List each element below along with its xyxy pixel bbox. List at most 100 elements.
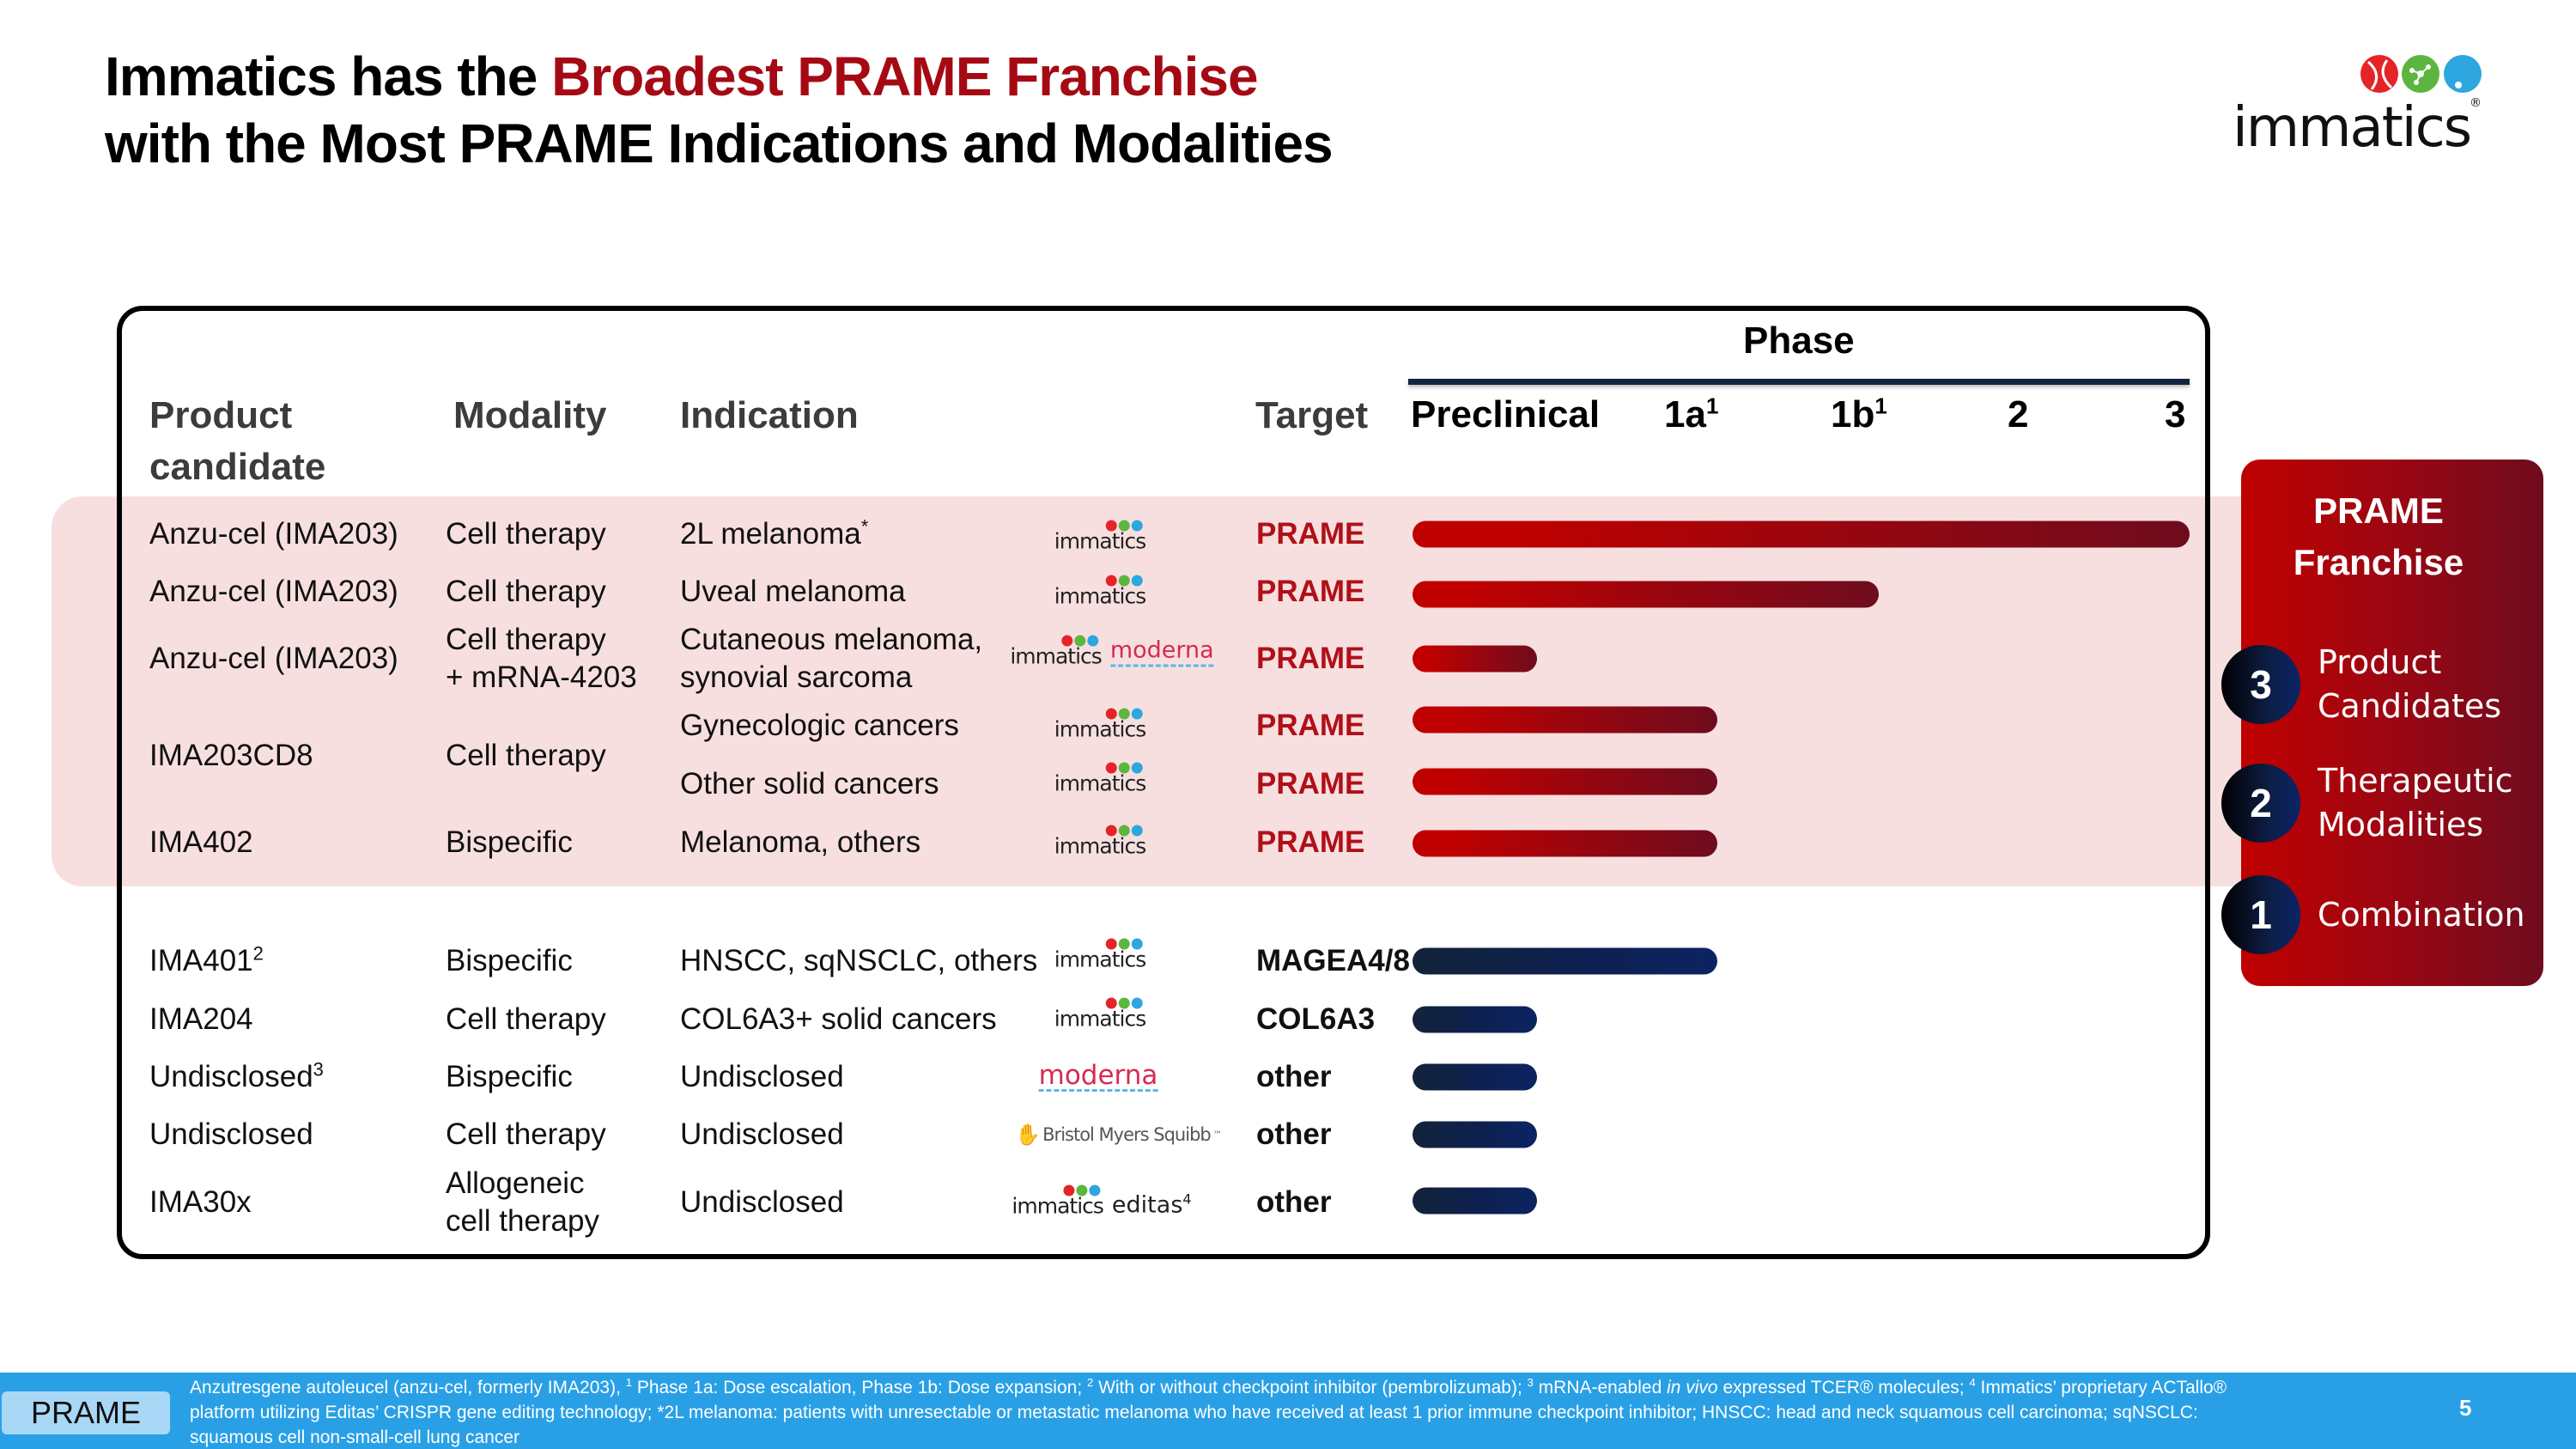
phase-bar-phase1b xyxy=(1413,581,1879,608)
row-product: Anzu-cel (IMA203) xyxy=(149,517,398,551)
footer-bar: PRAME Anzutresgene autoleucel (anzu-cel,… xyxy=(0,1373,2576,1449)
row-indication: Undisclosed xyxy=(680,1117,844,1151)
phase-bar-preclinical xyxy=(1413,1006,1537,1033)
row-target: MAGEA4/8 xyxy=(1256,944,1410,977)
partner-logo-immatics: immatics xyxy=(1054,708,1146,740)
phase-bar-phase1a xyxy=(1413,768,1717,795)
partner-logo-immatics: immatics xyxy=(1054,762,1146,795)
partner-logo-immatics: immatics xyxy=(1054,575,1146,607)
row-target: COL6A3 xyxy=(1256,1002,1376,1036)
moderna-logo: moderna xyxy=(1038,1060,1158,1092)
phase-bar-preclinical xyxy=(1413,1063,1537,1091)
row-target: PRAME xyxy=(1256,517,1365,551)
svg-text:immatics: immatics xyxy=(2233,96,2470,156)
row-modality: Cell therapy xyxy=(446,575,606,608)
immatics-dots-icon xyxy=(1062,1184,1100,1196)
header-indication: Indication xyxy=(680,394,859,436)
phase-header-1a: 1a1 xyxy=(1664,393,1719,435)
row-target: PRAME xyxy=(1256,767,1365,801)
title-line-1: Immatics has the Broadest PRAME Franchis… xyxy=(105,46,1259,107)
row-indication: COL6A3+ solid cancers xyxy=(680,1002,997,1036)
svg-text:®: ® xyxy=(2470,96,2482,110)
partner-logo-immatics: immatics xyxy=(1054,520,1146,552)
phase-bar-phase3 xyxy=(1413,521,2190,548)
immatics-dots-icon xyxy=(1060,635,1098,647)
row-modality: Allogeneic cell therapy xyxy=(446,1166,599,1238)
row-modality: Cell therapy xyxy=(446,1117,606,1151)
row-product: Anzu-cel (IMA203) xyxy=(149,642,398,675)
row-modality: Bispecific xyxy=(446,1060,573,1093)
row-product: IMA402 xyxy=(149,825,253,859)
phase-divider-line xyxy=(1408,379,2190,385)
phase-bar-phase1a xyxy=(1413,706,1717,734)
row-modality: Cell therapy xyxy=(446,517,606,551)
partner-logo-immatics-editas: immatics editas4 xyxy=(1012,1184,1192,1219)
immatics-logo-icon: immatics ® xyxy=(2233,55,2482,160)
phase-header-preclinical: Preclinical xyxy=(1411,393,1601,435)
editas-logo: editas4 xyxy=(1111,1190,1192,1219)
immatics-dots-icon xyxy=(1105,520,1143,532)
franchise-stat-therapeutic-modalities: 2 Therapeutic Modalities xyxy=(2221,759,2513,847)
row-indication: 2L melanoma* xyxy=(680,515,869,551)
row-modality: Bispecific xyxy=(446,825,573,859)
row-indication: HNSCC, sqNSCLC, others xyxy=(680,944,1038,977)
phase-header-3: 3 xyxy=(2165,393,2186,435)
header-product-candidate: Product candidate xyxy=(149,394,326,488)
section-tag: PRAME xyxy=(2,1391,170,1434)
immatics-dots-icon xyxy=(1105,575,1143,587)
row-target: other xyxy=(1256,1117,1332,1151)
stat-number-badge: 2 xyxy=(2221,764,2300,843)
row-product: IMA203CD8 xyxy=(149,739,313,772)
row-indication: Gynecologic cancers xyxy=(680,709,959,742)
immatics-dots-icon xyxy=(1105,938,1143,950)
phase-group-label: Phase xyxy=(1743,320,1855,362)
title-accent: Broadest PRAME Franchise xyxy=(551,46,1258,107)
row-indication: Uveal melanoma xyxy=(680,575,906,608)
row-indication: Melanoma, others xyxy=(680,825,921,859)
franchise-stat-product-candidates: 3 Product Candidates xyxy=(2221,641,2501,728)
page-number: 5 xyxy=(2459,1395,2472,1421)
partner-logo-bms: ✋ Bristol Myers Squibb ™ xyxy=(1015,1123,1221,1147)
row-indication: Cutaneous melanoma, synovial sarcoma xyxy=(680,623,983,694)
header-modality: Modality xyxy=(453,394,607,436)
row-product: Anzu-cel (IMA203) xyxy=(149,575,398,608)
moderna-logo: moderna xyxy=(1109,637,1214,667)
row-product: IMA4012 xyxy=(149,942,264,977)
row-target: PRAME xyxy=(1256,709,1365,742)
phase-bar-phase1a xyxy=(1413,947,1717,975)
partner-logo-immatics-moderna: immatics moderna xyxy=(1010,635,1214,669)
row-modality: Cell therapy + mRNA-4203 xyxy=(446,623,637,694)
immatics-dots-icon xyxy=(1105,825,1143,837)
phase-bar-phase1a xyxy=(1413,830,1717,857)
partner-logo-immatics: immatics xyxy=(1054,825,1146,857)
bms-hand-icon: ✋ xyxy=(1015,1123,1041,1147)
phase-header-1b: 1b1 xyxy=(1831,393,1887,435)
row-target: PRAME xyxy=(1256,825,1365,859)
row-indication: Undisclosed xyxy=(680,1185,844,1219)
row-product: Undisclosed xyxy=(149,1117,313,1151)
row-product: IMA30x xyxy=(149,1185,252,1219)
franchise-stat-combination: 1 Combination xyxy=(2221,875,2525,954)
row-target: other xyxy=(1256,1185,1332,1219)
phase-bar-preclinical xyxy=(1413,1187,1537,1215)
partner-logo-immatics: immatics xyxy=(1054,997,1146,1030)
immatics-dots-icon xyxy=(1105,997,1143,1009)
prame-franchise-title: PRAME Franchise xyxy=(2293,490,2464,582)
immatics-logo: immatics ® xyxy=(2224,53,2490,160)
phase-header-2: 2 xyxy=(2008,393,2029,435)
phase-bar-preclinical xyxy=(1413,1121,1537,1148)
stat-number-badge: 3 xyxy=(2221,645,2300,724)
partner-logo-moderna: moderna xyxy=(1038,1060,1158,1092)
row-target: PRAME xyxy=(1256,642,1365,675)
row-modality: Cell therapy xyxy=(446,739,606,772)
header-target: Target xyxy=(1255,394,1369,436)
immatics-dots-icon xyxy=(1105,762,1143,774)
row-modality: Cell therapy xyxy=(446,1002,606,1036)
title-line-2: with the Most PRAME Indications and Moda… xyxy=(105,113,1334,174)
immatics-dots-icon xyxy=(1105,708,1143,720)
row-product: IMA204 xyxy=(149,1002,253,1036)
row-target: other xyxy=(1256,1060,1332,1093)
pipeline-table-frame xyxy=(117,306,2210,1259)
row-modality: Bispecific xyxy=(446,944,573,977)
footnotes: Anzutresgene autoleucel (anzu-cel, forme… xyxy=(190,1376,2227,1447)
